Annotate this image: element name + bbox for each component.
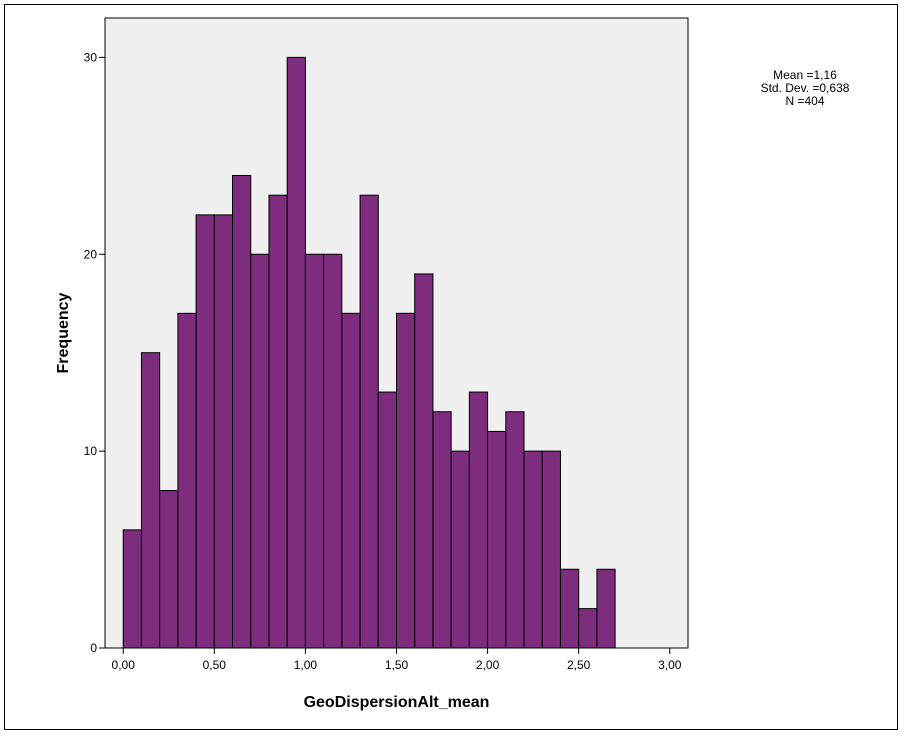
histogram-bar (432, 411, 452, 649)
x-tick-label: 2,00 (476, 658, 500, 672)
x-tick-label: 0,00 (112, 658, 136, 672)
histogram-bar (140, 352, 161, 649)
histogram-bar (377, 391, 397, 649)
histogram-bar (232, 175, 252, 649)
y-tick-label: 0 (90, 641, 97, 655)
histogram-bar (505, 411, 525, 649)
histogram-bar (396, 312, 416, 649)
histogram-bar (304, 253, 325, 649)
histogram-bar (468, 391, 489, 649)
histogram-bar (268, 194, 288, 649)
histogram-bar (195, 214, 215, 649)
chart-frame: 0 10 20 30 0,00 0,50 1,00 1,50 2,00 2,50 3,00 GeoDi… (4, 4, 898, 730)
histogram-bar (541, 450, 561, 649)
x-tick-label: 1,00 (294, 658, 318, 672)
histogram-bar (177, 312, 197, 649)
y-tick-label: 30 (84, 50, 98, 64)
x-axis-label: GeoDispersionAlt_mean (304, 694, 490, 711)
histogram-bar (559, 568, 580, 649)
histogram-bar (414, 273, 434, 649)
histogram-bar (286, 56, 306, 649)
histogram-bar (487, 430, 507, 649)
histogram-chart: 0 10 20 30 0,00 0,50 1,00 1,50 2,00 2,50 3,00 GeoDi… (55, 17, 689, 711)
x-tick-label: 0,50 (203, 658, 227, 672)
histogram-bar (596, 568, 616, 649)
y-axis-label: Frequency (55, 292, 72, 373)
x-tick-label: 1,50 (385, 658, 409, 672)
histogram-bar (523, 450, 543, 649)
histogram-bar (341, 312, 361, 649)
y-tick-label: 10 (84, 444, 98, 458)
summary-statistics: Mean =1,16 Std. Dev. =0,638 N =404 (705, 69, 904, 108)
histogram-bar (578, 608, 598, 649)
histogram-bar (122, 529, 142, 649)
x-tick-label: 3,00 (658, 658, 682, 672)
histogram-bar (159, 490, 179, 649)
y-tick-label: 20 (84, 247, 98, 261)
histogram-bar (250, 253, 270, 649)
stat-mean: Mean =1,16 (773, 68, 837, 82)
histogram-bar (213, 214, 234, 649)
stat-std-dev: Std. Dev. =0,638 (760, 81, 850, 95)
stat-n: N =404 (785, 94, 825, 108)
x-tick-label: 2,50 (567, 658, 591, 672)
histogram-bar (323, 253, 343, 649)
histogram-bar (359, 194, 379, 649)
histogram-bar (450, 450, 470, 649)
